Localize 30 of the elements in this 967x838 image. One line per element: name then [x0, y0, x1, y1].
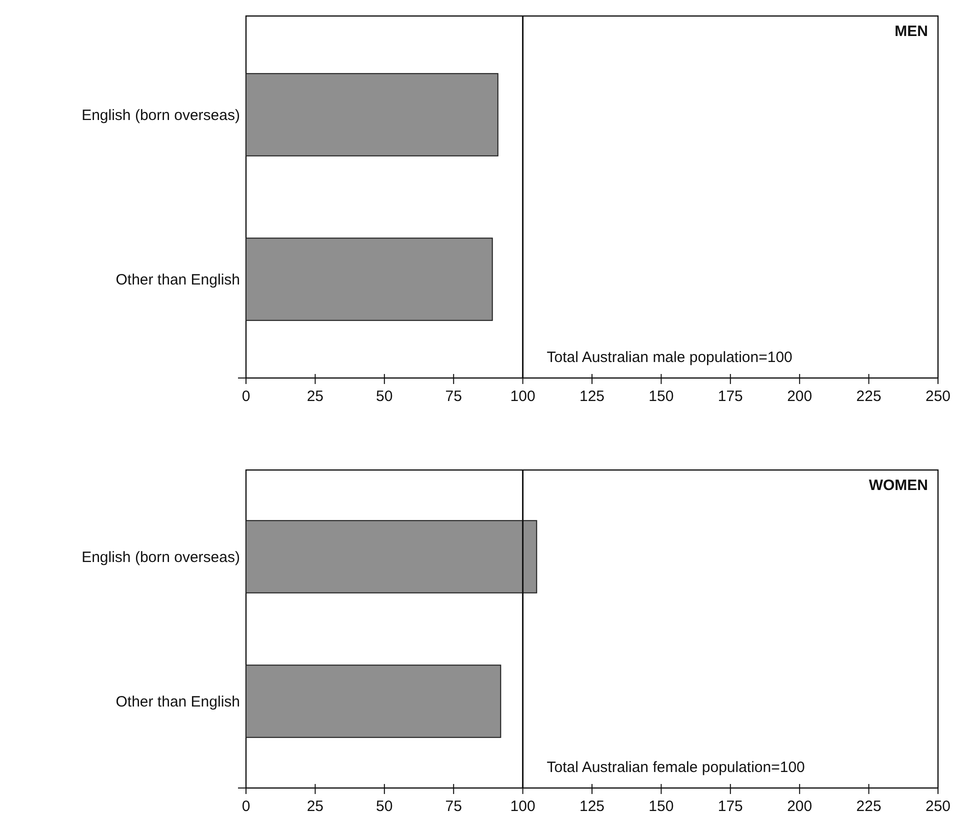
x-tick-label: 200: [787, 388, 812, 405]
x-tick-label: 175: [718, 798, 743, 815]
x-tick-label: 25: [306, 798, 324, 815]
x-tick-label: 150: [648, 388, 674, 405]
x-tick-label: 25: [306, 388, 324, 405]
x-tick-label: 0: [242, 388, 250, 405]
y-tick-label: Other than English: [116, 272, 240, 289]
x-tick-label: 150: [648, 798, 674, 815]
text: MEN: [894, 23, 928, 40]
x-tick-label: 75: [445, 388, 462, 405]
x-tick-label: 125: [579, 798, 605, 815]
x-tick-label: 75: [445, 798, 462, 815]
x-tick-label: 225: [856, 798, 882, 815]
x-tick-label: 250: [925, 388, 951, 405]
x-tick-label: 225: [856, 388, 882, 405]
y-tick-label: Other than English: [116, 694, 240, 711]
text: WOMEN: [868, 477, 928, 494]
x-tick-label: 50: [376, 388, 393, 405]
x-tick-label: 250: [925, 798, 951, 815]
x-tick-label: 175: [718, 388, 743, 405]
x-tick-label: 200: [787, 798, 812, 815]
x-tick-label: 0: [242, 798, 250, 815]
x-tick-label: 100: [510, 388, 536, 405]
y-tick-label: English (born overseas): [82, 106, 240, 124]
y-tick-label: English (born overseas): [82, 548, 240, 566]
x-tick-label: 50: [376, 798, 393, 815]
x-tick-label: 125: [579, 388, 605, 405]
ref-line-label: Total Australian female population=100: [546, 759, 805, 776]
x-tick-label: 100: [510, 798, 536, 815]
ref-line-label: Total Australian male population=100: [546, 349, 792, 366]
